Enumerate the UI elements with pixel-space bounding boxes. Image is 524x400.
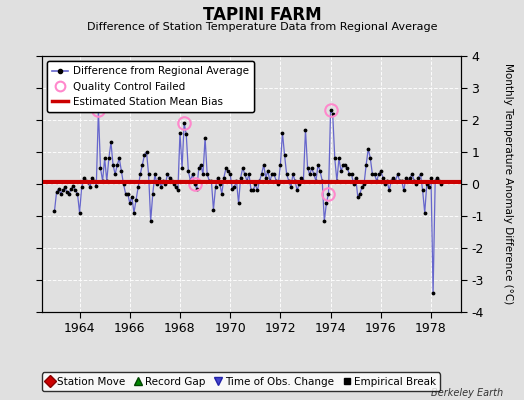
Y-axis label: Monthly Temperature Anomaly Difference (°C): Monthly Temperature Anomaly Difference (… — [504, 63, 514, 305]
Text: Berkeley Earth: Berkeley Earth — [431, 388, 503, 398]
Legend: Station Move, Record Gap, Time of Obs. Change, Empirical Break: Station Move, Record Gap, Time of Obs. C… — [41, 372, 441, 391]
Text: TAPINI FARM: TAPINI FARM — [203, 6, 321, 24]
Text: Difference of Station Temperature Data from Regional Average: Difference of Station Temperature Data f… — [87, 22, 437, 32]
Legend: Difference from Regional Average, Quality Control Failed, Estimated Station Mean: Difference from Regional Average, Qualit… — [47, 61, 254, 112]
